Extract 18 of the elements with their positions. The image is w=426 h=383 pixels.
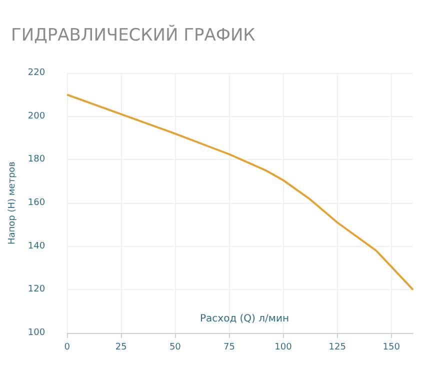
x-tick-label: 25 — [115, 342, 127, 352]
chart-title: ГИДРАВЛИЧЕСКИЙ ГРАФИК — [11, 24, 256, 46]
y-tick-label: 180 — [28, 154, 46, 165]
x-axis-title: Расход (Q) л/мин — [200, 314, 289, 324]
y-tick-label: 220 — [28, 68, 46, 78]
x-tick-label: 75 — [224, 342, 235, 352]
x-tick-label: 100 — [274, 342, 292, 352]
line-series — [66, 94, 414, 291]
y-tick-label: 200 — [28, 111, 46, 122]
x-tick-label: 0 — [64, 342, 70, 352]
y-tick-label: 120 — [28, 284, 46, 295]
y-tick-label: 160 — [28, 198, 46, 208]
x-tick-label: 150 — [382, 342, 400, 352]
x-tick-label: 50 — [169, 342, 182, 352]
y-axis-title: Напор (H) метров — [8, 162, 18, 244]
y-tick-label: 140 — [28, 241, 46, 252]
x-tick-label: 125 — [328, 342, 346, 352]
y-tick-label: 100 — [28, 328, 46, 338]
